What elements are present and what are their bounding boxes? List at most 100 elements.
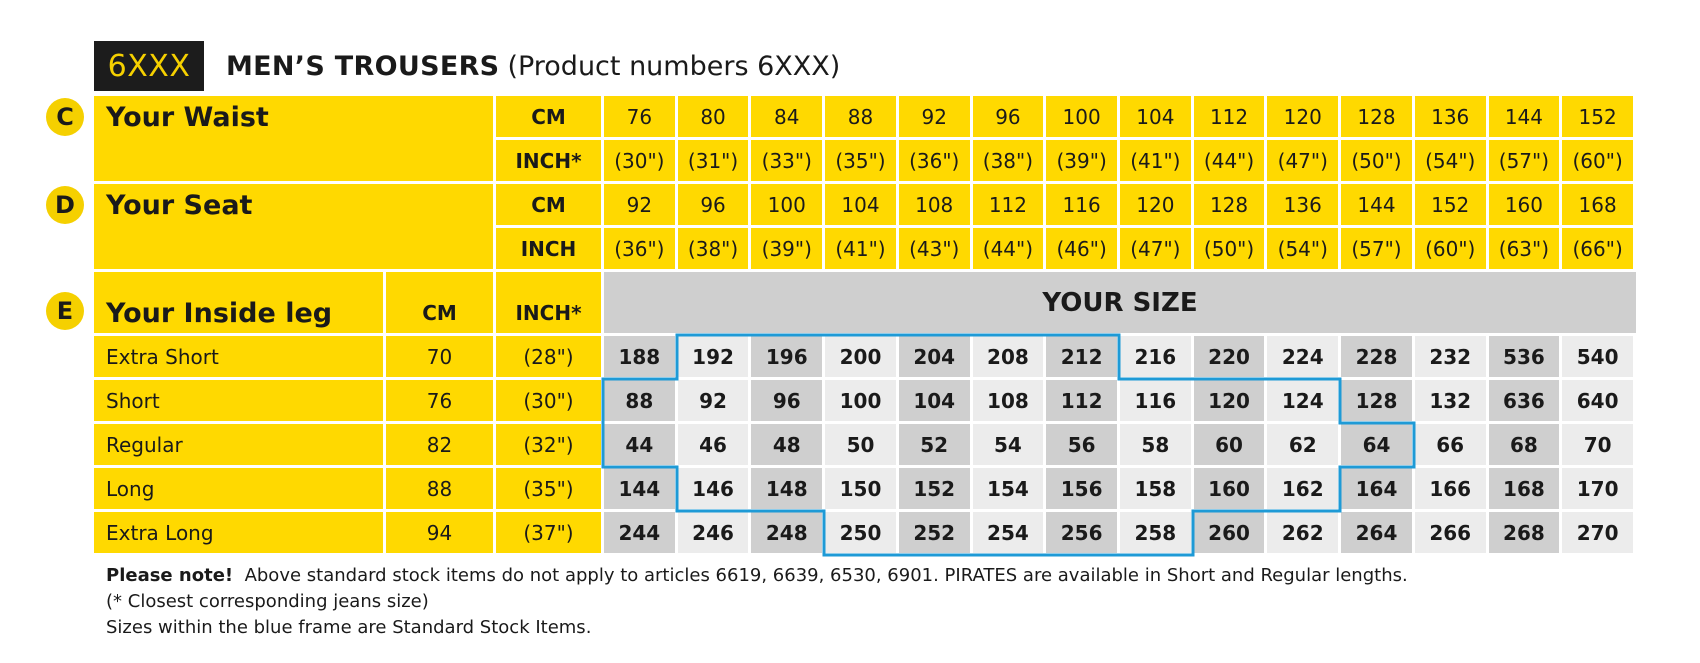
seat-inch-value: (41") [825, 228, 896, 269]
inside-leg-row-label: Extra Short [94, 336, 383, 377]
size-cell: 248 [751, 512, 823, 553]
section-letter-c: C [46, 98, 84, 136]
inside-leg-row-label: Short [94, 380, 383, 421]
size-cell: 232 [1414, 336, 1486, 377]
size-cell: 88 [604, 380, 675, 421]
seat-cm-value: 120 [1120, 184, 1191, 225]
inside-leg-inch: (37") [496, 512, 601, 553]
size-cell: 536 [1488, 336, 1560, 377]
size-cell: 258 [1120, 512, 1191, 553]
waist-cm-value: 120 [1267, 96, 1339, 137]
size-cell: 116 [1120, 380, 1191, 421]
waist-cm-value: 136 [1414, 96, 1486, 137]
waist-cm-value: 100 [1046, 96, 1117, 137]
waist-inch-value: (60") [1562, 140, 1633, 181]
inside-leg-row-label: Regular [94, 424, 383, 465]
size-cell: 128 [1341, 380, 1412, 421]
size-cell: 146 [677, 468, 749, 509]
size-cell: 46 [677, 424, 749, 465]
size-cell: 52 [898, 424, 970, 465]
size-cell: 68 [1488, 424, 1560, 465]
size-cell: 56 [1046, 424, 1117, 465]
size-cell: 66 [1414, 424, 1486, 465]
waist-inch-unit: INCH* [496, 140, 601, 181]
waist-inch-value: (47") [1267, 140, 1339, 181]
size-cell: 48 [751, 424, 823, 465]
seat-cm-value: 92 [604, 184, 675, 225]
seat-cm-value: 168 [1562, 184, 1633, 225]
seat-cm-value: 128 [1193, 184, 1265, 225]
size-cell: 162 [1267, 468, 1339, 509]
waist-cm-value: 128 [1341, 96, 1412, 137]
size-cell: 112 [1046, 380, 1117, 421]
size-cell: 268 [1488, 512, 1560, 553]
size-cell: 228 [1341, 336, 1412, 377]
size-cell: 64 [1341, 424, 1412, 465]
size-cell: 256 [1046, 512, 1117, 553]
seat-cm-value: 96 [677, 184, 749, 225]
size-cell: 58 [1120, 424, 1191, 465]
size-cell: 270 [1562, 512, 1633, 553]
inside-leg-cm: 94 [386, 512, 493, 553]
seat-cm-value: 108 [898, 184, 970, 225]
waist-inch-value: (35") [825, 140, 896, 181]
inside-leg-row-label: Extra Long [94, 512, 383, 553]
size-cell: 200 [825, 336, 896, 377]
size-cell: 62 [1267, 424, 1339, 465]
size-cell: 70 [1562, 424, 1633, 465]
chart-subtitle: (Product numbers 6XXX) [507, 50, 841, 82]
leg-cm-unit: CM [386, 272, 493, 333]
seat-inch-unit: INCH [496, 228, 601, 269]
inside-leg-inch: (30") [496, 380, 601, 421]
size-cell: 208 [972, 336, 1044, 377]
size-cell: 254 [972, 512, 1044, 553]
waist-cm-value: 144 [1488, 96, 1560, 137]
size-cell: 124 [1267, 380, 1339, 421]
waist-inch-value: (38") [972, 140, 1044, 181]
notes-block: Please note! Above standard stock items … [106, 563, 1408, 641]
inside-leg-inch: (32") [496, 424, 601, 465]
waist-cm-value: 76 [604, 96, 675, 137]
inside-leg-cm: 88 [386, 468, 493, 509]
seat-cm-unit: CM [496, 184, 601, 225]
seat-inch-value: (36") [604, 228, 675, 269]
size-cell: 60 [1193, 424, 1265, 465]
seat-cm-value: 152 [1414, 184, 1486, 225]
size-cell: 170 [1562, 468, 1633, 509]
waist-cm-value: 92 [898, 96, 970, 137]
size-cell: 100 [825, 380, 896, 421]
size-cell: 220 [1193, 336, 1265, 377]
waist-inch-value: (30") [604, 140, 675, 181]
size-cell: 160 [1193, 468, 1265, 509]
size-cell: 266 [1414, 512, 1486, 553]
size-cell: 262 [1267, 512, 1339, 553]
size-cell: 108 [972, 380, 1044, 421]
size-cell: 264 [1341, 512, 1412, 553]
inside-leg-inch: (35") [496, 468, 601, 509]
size-cell: 260 [1193, 512, 1265, 553]
product-range-badge: 6XXX [94, 41, 204, 91]
size-cell: 148 [751, 468, 823, 509]
size-cell: 168 [1488, 468, 1560, 509]
size-cell: 152 [898, 468, 970, 509]
section-letter-e: E [46, 292, 84, 330]
waist-inch-value: (39") [1046, 140, 1117, 181]
seat-section-label: Your Seat [94, 184, 493, 269]
size-cell: 132 [1414, 380, 1486, 421]
seat-cm-value: 116 [1046, 184, 1117, 225]
size-cell: 164 [1341, 468, 1412, 509]
seat-cm-value: 100 [751, 184, 823, 225]
waist-cm-value: 84 [751, 96, 823, 137]
size-cell: 54 [972, 424, 1044, 465]
size-cell: 216 [1120, 336, 1191, 377]
waist-section-label: Your Waist [94, 96, 493, 181]
inside-leg-cm: 82 [386, 424, 493, 465]
waist-cm-value: 80 [677, 96, 749, 137]
inside-leg-section-label: Your Inside leg [94, 272, 383, 333]
size-cell: 540 [1562, 336, 1633, 377]
size-cell: 636 [1488, 380, 1560, 421]
note-emphasis: Please note! [106, 565, 234, 586]
size-cell: 252 [898, 512, 970, 553]
chart-title: MEN’S TROUSERS [226, 50, 500, 82]
seat-cm-value: 104 [825, 184, 896, 225]
